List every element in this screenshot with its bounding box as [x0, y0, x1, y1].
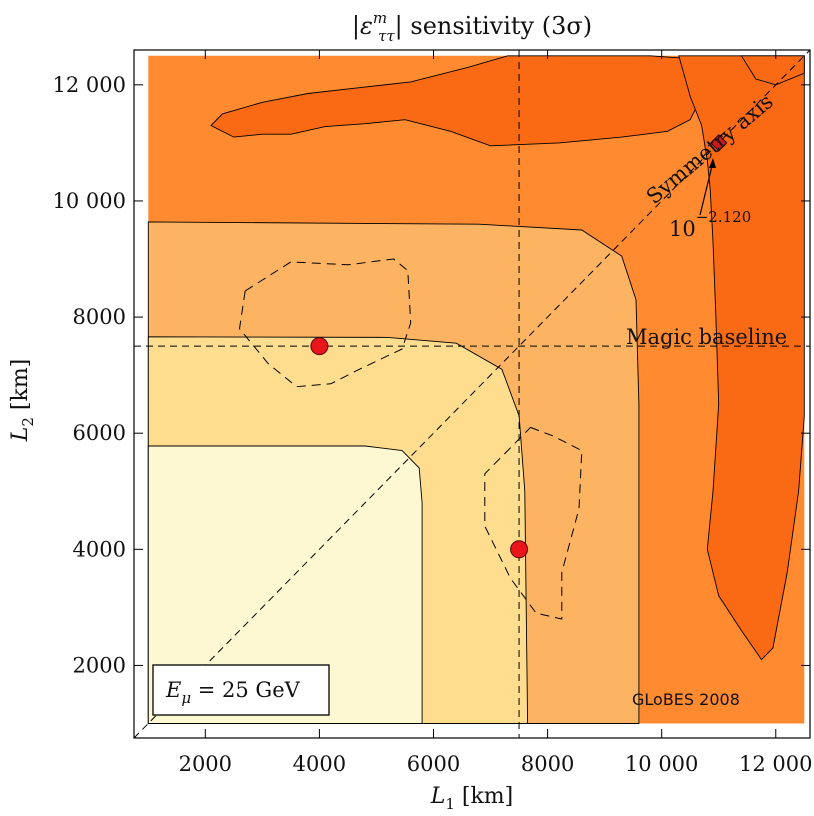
chart-title: |εm ττ| sensitivity (3σ): [352, 9, 592, 45]
contour-band-level-1: [147, 445, 423, 724]
optimum-pointer-arrow: [699, 161, 714, 216]
diagonal-reference-line: [134, 50, 810, 738]
x-axis-ticks: 2000 4000 6000 8000 10 000 12 000: [179, 50, 813, 776]
x-tick-label: 8000: [521, 752, 574, 776]
data-points: [310, 134, 728, 559]
point-marker-circle: [310, 337, 329, 356]
point-marker-diamond: [710, 134, 728, 152]
y-axis-ticks: 2000 4000 6000 8000 10 000 12 000: [53, 73, 810, 677]
dashed-regions: [238, 258, 583, 620]
credit-label: GLoBES 2008: [632, 690, 740, 709]
y-tick-label: 12 000: [53, 73, 126, 97]
x-tick-label: 6000: [407, 752, 460, 776]
legend-box: Eμ = 25 GeV: [152, 664, 330, 716]
x-axis-title: L1 [km]: [430, 784, 514, 813]
optimum-value-label: 10−2.120: [669, 208, 751, 241]
y-tick-label: 8000: [73, 305, 126, 329]
y-tick-label: 2000: [73, 653, 126, 677]
plot-area: [134, 50, 810, 738]
magic-baseline-label: Magic baseline: [626, 325, 787, 349]
optimum-pointer-arrowhead: [709, 158, 716, 168]
y-tick-label: 10 000: [53, 189, 126, 213]
x-tick-label: 12 000: [739, 752, 812, 776]
reference-lines: [134, 50, 810, 738]
y-axis-title: L2 [km]: [8, 359, 37, 443]
contour-band-level-5: [210, 55, 703, 147]
x-tick-label: 10 000: [625, 752, 698, 776]
svg-text:Eμ = 25 GeV: Eμ = 25 GeV: [165, 678, 301, 707]
plot-frame: [133, 49, 811, 739]
x-tick-label: 4000: [293, 752, 346, 776]
dashed-region-1: [238, 258, 412, 388]
point-marker-circle: [510, 540, 529, 559]
y-tick-label: 4000: [73, 537, 126, 561]
contour-band-level-5: [678, 55, 805, 661]
dashed-region-2: [484, 426, 583, 620]
y-tick-label: 6000: [73, 421, 126, 445]
x-tick-label: 2000: [179, 752, 232, 776]
contour-band-level-5: [740, 55, 805, 86]
